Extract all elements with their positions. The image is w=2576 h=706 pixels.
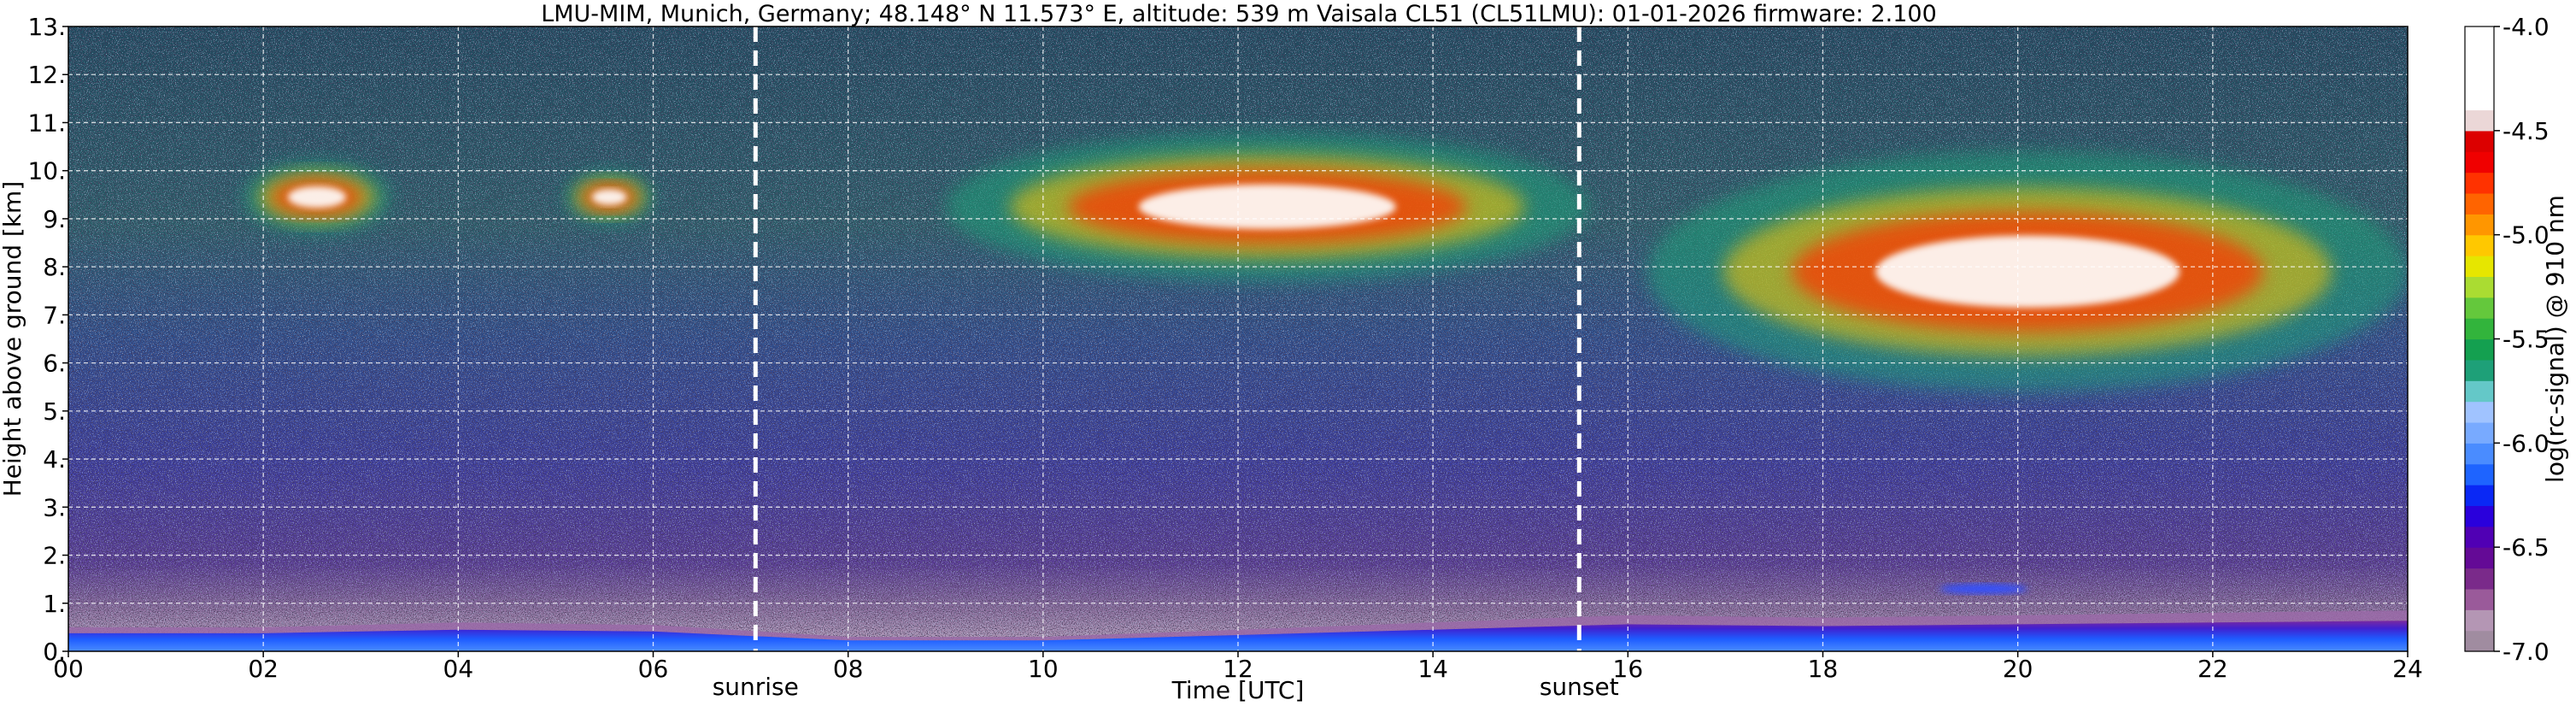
- colorbar-swatch: [2465, 256, 2494, 277]
- colorbar-tick-label: -7.0: [2503, 638, 2550, 666]
- cloud: [244, 161, 390, 233]
- sun-markers: [753, 26, 1581, 651]
- sun-marker-labels: sunrise sunset: [713, 673, 1619, 701]
- colorbar-swatch: [2465, 485, 2494, 507]
- sunrise-label: sunrise: [713, 673, 799, 701]
- colorbar-swatch: [2465, 443, 2494, 465]
- x-tick-label: 04: [443, 655, 474, 683]
- y-tick-label: 3.: [43, 493, 66, 521]
- colorbar-swatch: [2465, 276, 2494, 298]
- x-tick-label: 16: [1613, 655, 1644, 683]
- y-tick-label: 4.: [43, 445, 66, 474]
- colorbar-swatch: [2465, 359, 2494, 381]
- y-tick-label: 10.: [27, 157, 66, 185]
- colorbar-swatch: [2465, 630, 2494, 652]
- colorbar-swatch: [2465, 338, 2494, 361]
- y-axis: 0. 1. 2. 3. 4. 5. 6. 7. 8. 9. 10. 11. 12. 13.: [27, 13, 68, 666]
- colorbar-label: log(rc-signal) @ 910 nm: [2541, 195, 2569, 483]
- x-tick-label: 10: [1028, 655, 1059, 683]
- y-tick-label: 9.: [43, 205, 66, 233]
- x-axis-label: Time [UTC]: [1171, 676, 1305, 704]
- y-tick-label: 1.: [43, 590, 66, 618]
- colorbar-swatch: [2465, 130, 2494, 152]
- colorbar-swatch: [2465, 297, 2494, 319]
- colorbar-swatch: [2465, 214, 2494, 236]
- colorbar-swatch: [2465, 526, 2494, 548]
- x-tick-label: 14: [1417, 655, 1448, 683]
- colorbar-swatch: [2465, 463, 2494, 485]
- grid: [68, 26, 2408, 651]
- colorbar-swatch: [2465, 109, 2494, 132]
- plot-area: [68, 26, 2408, 651]
- colorbar-tick-label: -4.0: [2503, 13, 2550, 41]
- y-tick-label: 5.: [43, 397, 66, 426]
- y-tick-label: 12.: [27, 61, 66, 89]
- y-tick-label: 13.: [27, 13, 66, 41]
- y-axis-label: Height above ground [km]: [0, 181, 26, 497]
- cloud: [1647, 151, 2408, 392]
- colorbar-swatch: [2465, 609, 2494, 632]
- x-axis: 00 02 04 06 08 10 12 14 16 18 20 22 24: [53, 651, 2423, 683]
- sunset-label: sunset: [1540, 673, 1619, 701]
- colorbar-tick-label: -5.0: [2503, 221, 2550, 250]
- colorbar-swatch: [2465, 547, 2494, 569]
- colorbar-swatch: [2465, 588, 2494, 610]
- colorbar-swatch: [2465, 505, 2494, 527]
- colorbar-swatch: [2465, 568, 2494, 590]
- colorbar-tick-label: -6.0: [2503, 429, 2550, 457]
- y-tick-label: 2.: [43, 542, 66, 570]
- cloud: [945, 132, 1589, 282]
- colorbar-tick-label: -5.5: [2503, 326, 2550, 354]
- colorbar-swatch: [2465, 47, 2494, 69]
- colorbar-swatch: [2465, 318, 2494, 340]
- x-tick-label: 12: [1223, 655, 1253, 683]
- x-tick-label: 18: [1808, 655, 1839, 683]
- aerosol-layer: [1939, 584, 2028, 594]
- colorbar-swatch: [2465, 26, 2494, 48]
- colorbar-swatch: [2465, 68, 2494, 90]
- colorbar-swatch: [2465, 151, 2494, 174]
- colorbar-swatch: [2465, 380, 2494, 403]
- colorbar-swatch: [2465, 192, 2494, 215]
- x-tick-label: 24: [2392, 655, 2423, 683]
- colorbar-tick-label: -4.5: [2503, 117, 2550, 145]
- colorbar: -4.0 -4.5 -5.0 -5.5 -6.0 -6.5 -7.0: [2464, 13, 2550, 666]
- x-tick-label: 08: [833, 655, 864, 683]
- x-tick-label: 00: [53, 655, 84, 683]
- colorbar-tick-label: -6.5: [2503, 533, 2550, 562]
- x-tick-label: 02: [248, 655, 279, 683]
- colorbar-swatch: [2465, 172, 2494, 194]
- colorbar-swatch: [2465, 234, 2494, 256]
- cloud: [565, 170, 654, 224]
- y-tick-label: 7.: [43, 301, 66, 329]
- colorbar-swatch: [2465, 401, 2494, 423]
- colorbar-swatch: [2465, 421, 2494, 444]
- chart-title: LMU-MIM, Munich, Germany; 48.148° N 11.5…: [541, 1, 1937, 27]
- y-tick-label: 11.: [27, 109, 66, 137]
- y-tick-label: 0.: [43, 638, 66, 666]
- x-tick-label: 06: [638, 655, 669, 683]
- y-tick-label: 6.: [43, 350, 66, 378]
- colorbar-swatch: [2465, 89, 2494, 111]
- y-tick-label: 8.: [43, 253, 66, 281]
- x-tick-label: 22: [2198, 655, 2228, 683]
- x-tick-label: 20: [2003, 655, 2033, 683]
